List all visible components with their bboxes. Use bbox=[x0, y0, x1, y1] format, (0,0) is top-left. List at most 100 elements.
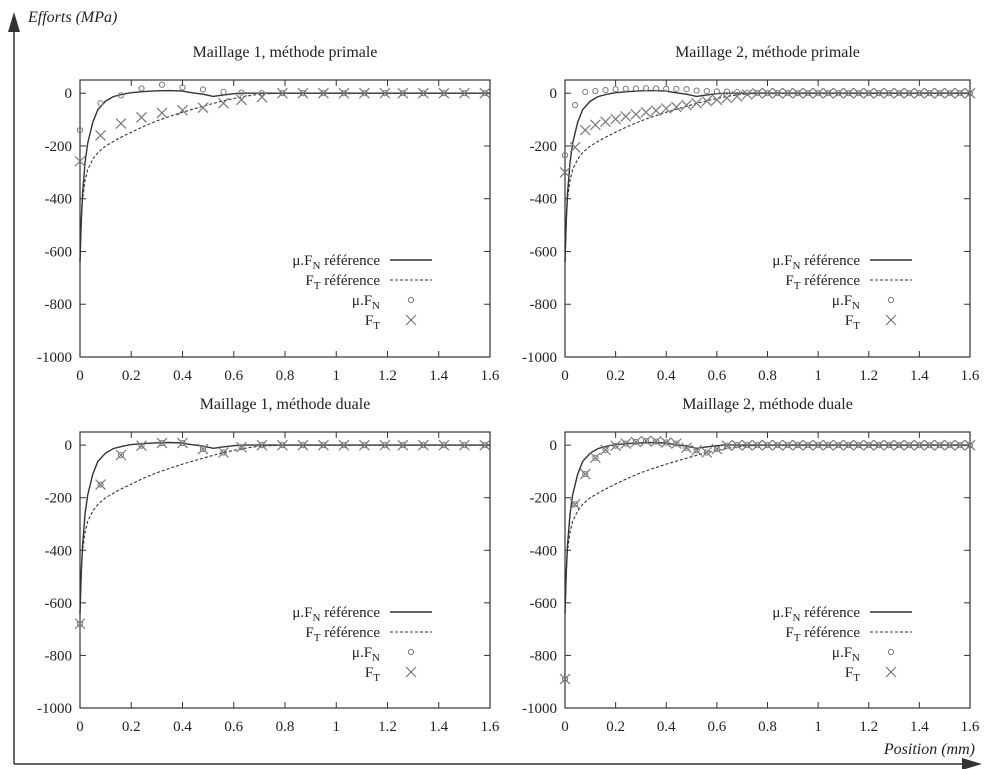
point-mufn bbox=[855, 442, 862, 449]
point-ft-stroke bbox=[731, 439, 743, 451]
point-ft bbox=[379, 87, 391, 99]
point-mufn bbox=[158, 81, 166, 88]
point-ft bbox=[711, 443, 723, 455]
point-ft bbox=[74, 618, 86, 630]
point-mufn bbox=[602, 446, 609, 453]
point-mufn bbox=[764, 90, 771, 97]
point-mufn bbox=[926, 442, 933, 449]
point-ft-stroke bbox=[660, 437, 672, 448]
point-ft bbox=[964, 87, 976, 99]
point-ft bbox=[924, 87, 935, 99]
point-ft bbox=[479, 439, 491, 451]
point-ft-stroke bbox=[115, 118, 127, 129]
point-mufn bbox=[794, 90, 801, 97]
point-ft bbox=[115, 118, 127, 129]
point-mufn bbox=[744, 442, 751, 449]
point-mufn bbox=[420, 90, 427, 97]
legend-sample-cross bbox=[405, 666, 417, 678]
point-ft-stroke bbox=[297, 439, 309, 451]
global-y-label: Efforts (MPa) bbox=[27, 9, 117, 26]
point-ft bbox=[297, 439, 309, 451]
point-ft-stroke bbox=[701, 95, 713, 107]
point-ft bbox=[863, 439, 875, 451]
point-ft bbox=[277, 439, 288, 451]
point-ft-stroke bbox=[832, 439, 844, 451]
point-mufn bbox=[885, 442, 893, 449]
point-ft-stroke bbox=[177, 104, 188, 116]
x-tick-label: 0.8 bbox=[276, 719, 295, 735]
point-ft-stroke bbox=[944, 439, 956, 451]
point-ft-stroke bbox=[218, 447, 229, 458]
point-ft-stroke bbox=[338, 87, 350, 99]
point-mufn bbox=[946, 90, 953, 97]
point-ft-stroke bbox=[751, 439, 763, 451]
point-ft-stroke bbox=[438, 87, 450, 99]
point-ft-stroke bbox=[832, 87, 844, 99]
x-tick-label: 1.4 bbox=[429, 719, 448, 735]
point-ft-stroke bbox=[569, 141, 581, 153]
point-mufn bbox=[885, 90, 893, 97]
point-ft bbox=[772, 439, 784, 451]
point-ft bbox=[762, 87, 773, 99]
point-ft-stroke bbox=[197, 443, 209, 455]
point-ft-stroke bbox=[792, 439, 804, 451]
point-ft bbox=[893, 439, 905, 451]
point-mufn bbox=[723, 442, 731, 449]
point-ft bbox=[620, 438, 632, 449]
x-tick-label: 1.4 bbox=[910, 368, 929, 384]
point-mufn bbox=[966, 442, 974, 449]
x-tick-label: 0.2 bbox=[122, 368, 141, 384]
y-tick-label: -800 bbox=[45, 297, 73, 313]
point-ft-stroke bbox=[873, 439, 885, 451]
point-ft-stroke bbox=[772, 439, 784, 451]
point-ft-stroke bbox=[640, 435, 652, 447]
point-ft-stroke bbox=[863, 87, 875, 99]
point-ft-stroke bbox=[711, 443, 723, 455]
point-ft bbox=[762, 439, 773, 451]
point-mufn bbox=[906, 90, 913, 97]
series-ft-reference bbox=[79, 92, 490, 263]
point-mufn bbox=[238, 444, 245, 451]
point-ft-stroke bbox=[863, 439, 875, 451]
point-ft-stroke bbox=[610, 113, 622, 125]
point-ft bbox=[417, 87, 429, 99]
point-ft bbox=[297, 87, 309, 99]
point-ft bbox=[772, 87, 784, 99]
point-mufn bbox=[592, 87, 599, 95]
point-ft bbox=[569, 141, 581, 153]
y-tick-label: -400 bbox=[45, 192, 73, 208]
x-tick-label: 1.6 bbox=[961, 719, 980, 735]
point-mufn bbox=[896, 442, 903, 449]
point-mufn bbox=[845, 442, 852, 449]
point-ft bbox=[236, 441, 247, 453]
point-mufn bbox=[683, 444, 690, 451]
point-mufn bbox=[582, 88, 589, 95]
x-tick-label: 1.6 bbox=[481, 368, 500, 384]
point-ft-stroke bbox=[74, 618, 86, 630]
point-mufn bbox=[896, 90, 903, 97]
point-mufn bbox=[199, 445, 207, 453]
point-ft bbox=[873, 439, 885, 451]
point-ft-stroke bbox=[883, 87, 895, 99]
x-tick-label: 0.8 bbox=[276, 368, 295, 384]
x-tick-label: 0 bbox=[561, 719, 569, 735]
point-ft-stroke bbox=[903, 87, 915, 99]
plot-frame bbox=[564, 431, 971, 709]
point-mufn bbox=[299, 442, 307, 449]
point-ft-stroke bbox=[630, 436, 642, 448]
point-mufn bbox=[622, 440, 629, 447]
point-mufn bbox=[835, 442, 842, 449]
point-ft-stroke bbox=[822, 87, 834, 99]
point-ft bbox=[479, 87, 491, 99]
point-ft bbox=[620, 110, 632, 122]
point-mufn bbox=[683, 86, 690, 93]
point-mufn bbox=[481, 90, 488, 97]
x-tick-label: 0.2 bbox=[606, 719, 625, 735]
point-mufn bbox=[774, 90, 781, 97]
point-ft bbox=[802, 439, 814, 451]
point-mufn bbox=[754, 442, 761, 449]
point-ft-stroke bbox=[751, 87, 763, 99]
y-tick-label: -1000 bbox=[522, 701, 557, 717]
point-ft-stroke bbox=[479, 87, 491, 99]
point-mufn bbox=[956, 90, 963, 97]
